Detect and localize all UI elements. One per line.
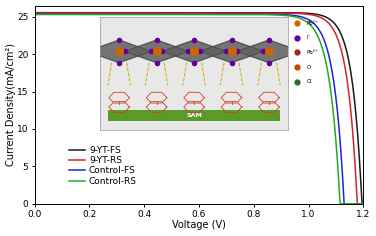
Legend: 9-YT-FS, 9-YT-RS, Control-FS, Control-RS: 9-YT-FS, 9-YT-RS, Control-FS, Control-RS [65, 142, 141, 189]
Line: 9-YT-FS: 9-YT-FS [35, 13, 369, 204]
9-YT-FS [245, 11, 250, 14]
9-YT-FS [32, 11, 37, 14]
9-YT-RS [245, 12, 250, 14]
Control-FS [32, 13, 37, 16]
9-YT-FS [53, 11, 58, 14]
Control-RS [320, 47, 324, 50]
9-YT-RS [355, 202, 360, 205]
9-YT-RS [286, 12, 290, 15]
Control-RS [32, 13, 37, 16]
Y-axis label: Current Density(mA/cm²): Current Density(mA/cm²) [6, 43, 15, 166]
9-YT-RS [320, 17, 324, 20]
9-YT-RS [235, 12, 240, 14]
Control-RS [367, 202, 371, 205]
9-YT-RS [32, 12, 37, 14]
Line: 9-YT-RS: 9-YT-RS [35, 13, 369, 204]
Control-FS [286, 13, 290, 16]
9-YT-FS [367, 202, 371, 205]
X-axis label: Voltage (V): Voltage (V) [172, 220, 226, 230]
Control-FS [226, 13, 231, 16]
Control-RS [53, 13, 58, 16]
Control-FS [342, 202, 347, 205]
Control-FS [245, 13, 250, 16]
9-YT-FS [235, 11, 240, 14]
Control-RS [245, 13, 250, 16]
Control-RS [226, 13, 231, 16]
9-YT-RS [226, 12, 231, 14]
9-YT-RS [367, 202, 371, 205]
Control-FS [367, 202, 371, 205]
Line: Control-FS: Control-FS [35, 14, 369, 204]
9-YT-FS [360, 202, 364, 205]
Control-FS [53, 13, 58, 16]
Line: Control-RS: Control-RS [35, 15, 369, 204]
Control-RS [338, 202, 343, 205]
9-YT-FS [226, 11, 231, 14]
9-YT-FS [320, 14, 324, 17]
Control-FS [235, 13, 240, 16]
Control-RS [235, 13, 240, 16]
Control-RS [286, 14, 290, 17]
9-YT-FS [286, 11, 290, 14]
Control-FS [320, 34, 324, 37]
9-YT-RS [53, 12, 58, 14]
